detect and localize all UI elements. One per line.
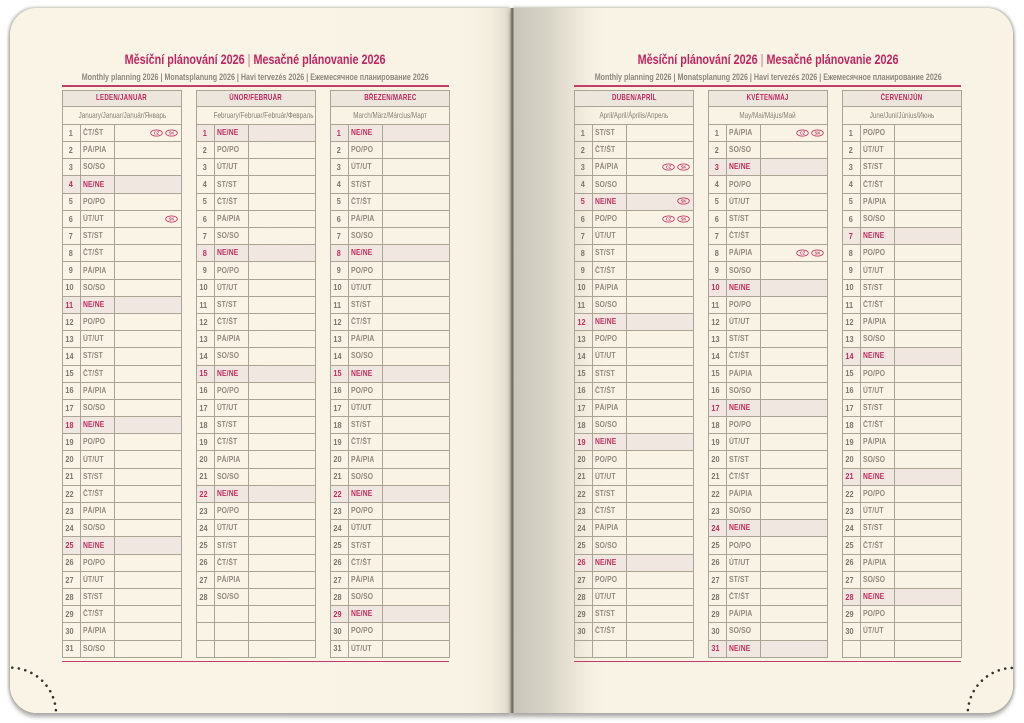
svg-text:CZ: CZ bbox=[666, 216, 672, 221]
svg-text:SK: SK bbox=[815, 251, 821, 256]
svg-text:SK: SK bbox=[681, 216, 687, 221]
svg-text:CZ: CZ bbox=[800, 251, 806, 256]
svg-text:CZ: CZ bbox=[800, 130, 806, 135]
svg-text:SK: SK bbox=[815, 130, 821, 135]
svg-text:SK: SK bbox=[681, 165, 687, 170]
svg-text:SK: SK bbox=[169, 130, 175, 135]
svg-text:SK: SK bbox=[169, 216, 175, 221]
svg-text:CZ: CZ bbox=[666, 165, 672, 170]
svg-text:SK: SK bbox=[681, 199, 687, 204]
svg-text:CZ: CZ bbox=[154, 130, 160, 135]
